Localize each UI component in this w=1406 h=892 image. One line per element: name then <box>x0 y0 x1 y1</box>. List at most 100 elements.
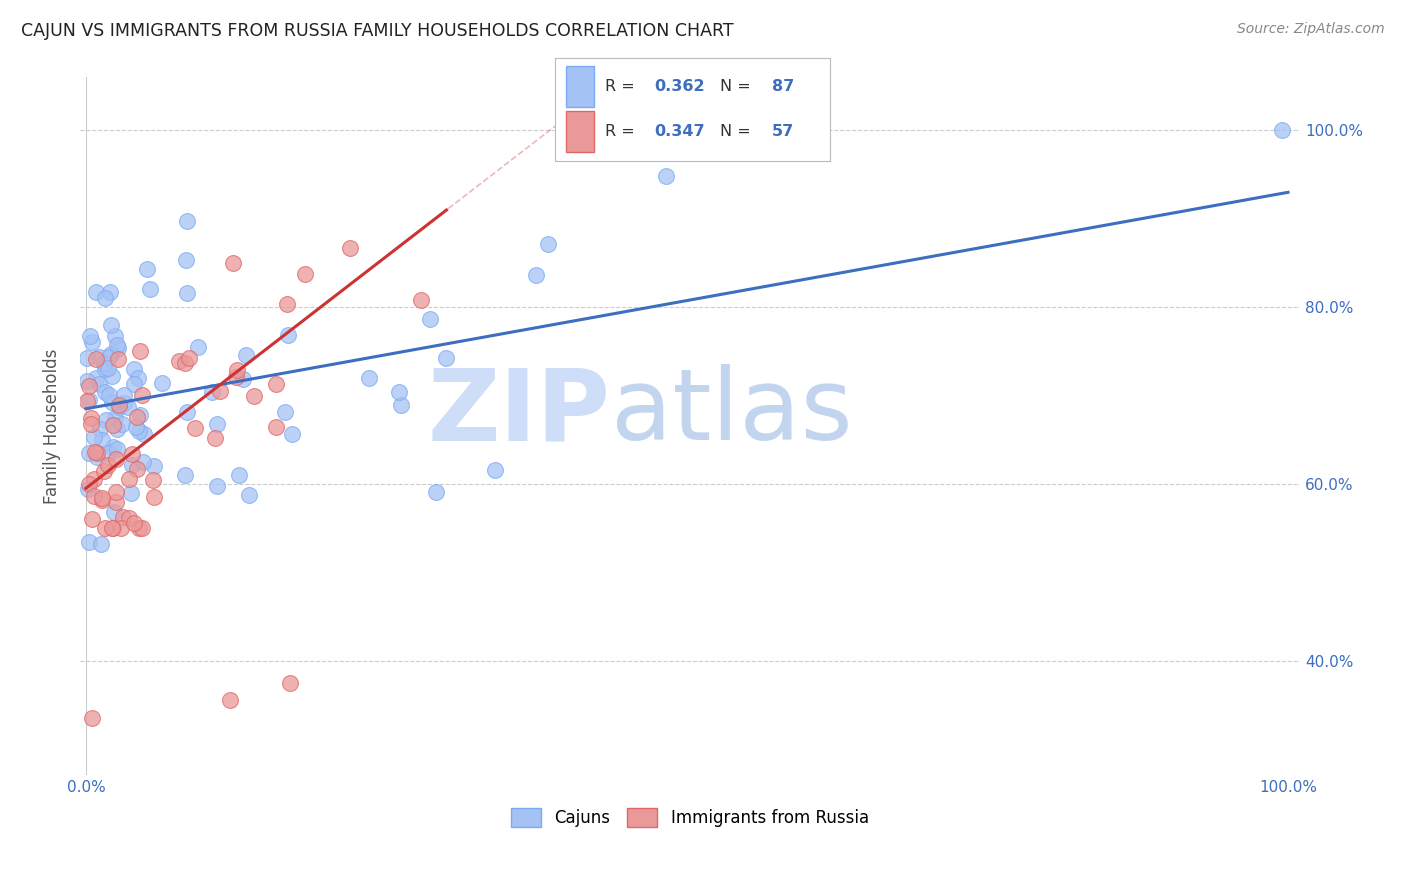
Point <box>94 384 117 399</box>
Point <box>138 282 160 296</box>
Point <box>169 354 191 368</box>
Point <box>104 329 127 343</box>
Point <box>86 450 108 465</box>
Point <box>274 404 297 418</box>
Point <box>108 399 131 413</box>
Point <box>238 488 260 502</box>
Point <box>120 486 142 500</box>
Point <box>209 384 232 398</box>
Point <box>201 384 224 399</box>
Point <box>136 261 159 276</box>
Point <box>281 426 304 441</box>
Point <box>105 495 128 509</box>
Point <box>277 328 299 343</box>
Point <box>83 429 105 443</box>
Point <box>86 446 108 460</box>
Point <box>484 463 506 477</box>
Point <box>177 351 200 365</box>
Point <box>228 467 250 482</box>
Point <box>80 711 103 725</box>
Point <box>204 431 226 445</box>
Point <box>96 458 118 472</box>
Point <box>225 369 247 384</box>
Point <box>128 425 150 439</box>
Point <box>94 291 117 305</box>
Point <box>82 511 104 525</box>
Point <box>84 285 107 299</box>
Point <box>93 521 115 535</box>
Point <box>152 376 174 391</box>
Point <box>77 483 100 497</box>
Point <box>187 340 209 354</box>
Point <box>83 472 105 486</box>
Point <box>118 510 141 524</box>
Point <box>125 462 148 476</box>
Text: N =: N = <box>720 124 756 139</box>
Point <box>357 371 380 385</box>
Point <box>127 410 149 425</box>
Point <box>84 370 107 384</box>
Point <box>129 344 152 359</box>
Text: ZIP: ZIP <box>427 364 610 461</box>
Point <box>100 318 122 332</box>
Point <box>84 352 107 367</box>
Point <box>80 335 103 350</box>
Point <box>83 490 105 504</box>
Point <box>77 392 100 407</box>
Point <box>118 472 141 486</box>
Point <box>388 385 411 400</box>
Point <box>122 362 145 376</box>
Point <box>129 408 152 422</box>
Point <box>409 293 432 308</box>
Point <box>79 328 101 343</box>
Point <box>107 341 129 355</box>
Point <box>98 350 121 364</box>
Point <box>89 376 111 391</box>
Point <box>425 485 447 500</box>
Point <box>127 371 149 385</box>
Point <box>87 351 110 365</box>
Point <box>111 417 134 431</box>
Text: CAJUN VS IMMIGRANTS FROM RUSSIA FAMILY HOUSEHOLDS CORRELATION CHART: CAJUN VS IMMIGRANTS FROM RUSSIA FAMILY H… <box>21 22 734 40</box>
Point <box>294 268 316 282</box>
Point <box>90 434 112 448</box>
Text: 0.347: 0.347 <box>654 124 704 139</box>
Point <box>100 395 122 409</box>
Point <box>184 421 207 435</box>
Point <box>339 241 361 255</box>
Point <box>94 413 117 427</box>
Point <box>108 400 131 414</box>
Point <box>104 452 127 467</box>
Point <box>205 417 228 432</box>
Point <box>79 417 101 432</box>
Point <box>83 445 105 459</box>
Point <box>98 388 121 402</box>
Point <box>77 445 100 459</box>
Point <box>97 361 120 376</box>
Point <box>121 446 143 460</box>
Point <box>79 411 101 425</box>
Point <box>107 352 129 367</box>
Point <box>103 440 125 454</box>
Point <box>131 521 153 535</box>
Point <box>105 422 128 436</box>
Point <box>125 420 148 434</box>
Text: 87: 87 <box>772 79 794 95</box>
Point <box>91 491 114 505</box>
Legend: Cajuns, Immigrants from Russia: Cajuns, Immigrants from Russia <box>505 801 876 833</box>
Text: Source: ZipAtlas.com: Source: ZipAtlas.com <box>1237 22 1385 37</box>
Text: N =: N = <box>720 79 756 95</box>
Point <box>142 490 165 504</box>
Point <box>131 388 153 402</box>
Point <box>77 379 100 393</box>
Point <box>176 405 198 419</box>
Point <box>77 477 100 491</box>
Point <box>122 377 145 392</box>
Point <box>90 536 112 550</box>
Point <box>122 516 145 531</box>
Point <box>176 214 198 228</box>
Point <box>1271 123 1294 137</box>
FancyBboxPatch shape <box>567 112 593 153</box>
Point <box>91 492 114 507</box>
Point <box>419 311 441 326</box>
